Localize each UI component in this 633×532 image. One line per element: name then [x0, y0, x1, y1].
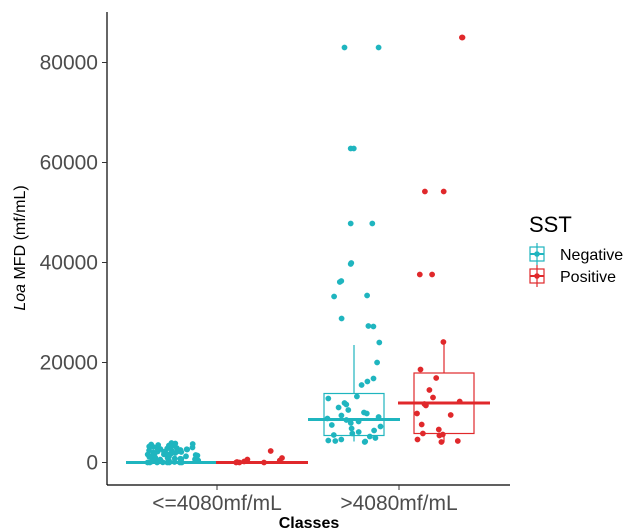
boxplot-positive	[398, 342, 490, 443]
data-point-negative	[348, 425, 355, 432]
data-point-negative	[154, 445, 161, 452]
data-point-negative	[192, 456, 198, 463]
data-point-negative	[335, 404, 342, 411]
data-point-negative	[167, 443, 174, 450]
data-point-negative	[189, 441, 196, 447]
data-point-positive	[430, 394, 436, 401]
data-point-positive	[440, 188, 447, 195]
jitter-points	[144, 34, 466, 466]
boxplots	[126, 342, 490, 464]
data-point-negative	[364, 292, 370, 299]
data-point-negative	[347, 220, 354, 227]
data-point-positive	[422, 188, 428, 195]
data-point-negative	[174, 448, 181, 455]
legend-label-positive: Positive	[560, 269, 616, 286]
data-point-negative	[347, 261, 354, 267]
data-point-positive	[416, 271, 423, 278]
data-point-negative	[341, 44, 348, 51]
box-iqr	[323, 392, 385, 437]
data-point-negative	[361, 439, 368, 445]
data-point-negative	[325, 437, 332, 444]
data-point-positive	[414, 410, 420, 417]
data-point-negative	[338, 315, 345, 322]
data-point-positive	[429, 271, 435, 278]
y-tick-label: 80000	[40, 52, 98, 75]
data-point-negative	[375, 44, 382, 51]
y-axis-title: Loa MFD (mf/mL)	[12, 185, 29, 310]
data-point-negative	[347, 420, 354, 426]
data-point-negative	[377, 423, 384, 430]
data-point-positive	[417, 366, 424, 373]
data-point-positive	[426, 387, 433, 393]
data-point-positive	[454, 438, 461, 444]
x-axis-title: Classes	[279, 515, 340, 532]
boxplot-negative	[126, 461, 218, 464]
data-point-negative	[366, 433, 373, 440]
legend: SST Negative Positive	[529, 212, 623, 287]
data-point-positive	[447, 412, 454, 418]
data-point-positive	[433, 375, 440, 381]
data-point-positive	[414, 436, 421, 443]
data-point-negative	[370, 323, 377, 330]
axes	[106, 12, 510, 486]
x-tick-label: >4080mf/mL	[340, 492, 457, 515]
y-tick-label: 0	[86, 452, 98, 475]
data-point-negative	[146, 453, 153, 460]
data-point-negative	[338, 436, 345, 443]
data-point-positive	[435, 426, 442, 433]
data-point-negative	[355, 429, 362, 435]
y-tick-label: 20000	[40, 352, 98, 375]
legend-key-positive	[529, 265, 545, 287]
data-point-negative	[369, 220, 376, 227]
legend-key-negative	[529, 243, 545, 265]
data-point-negative	[336, 279, 343, 285]
data-point-negative	[325, 395, 332, 402]
data-point-negative	[372, 435, 379, 441]
data-point-positive	[438, 439, 445, 445]
data-point-positive	[267, 448, 274, 454]
data-point-negative	[163, 450, 170, 457]
data-point-negative	[365, 323, 372, 329]
data-point-negative	[354, 393, 360, 400]
x-tick-label: <=4080mf/mL	[152, 492, 282, 515]
data-point-negative	[371, 427, 377, 434]
data-point-negative	[345, 407, 352, 413]
y-axis-title-italic: Loa	[12, 284, 29, 311]
data-point-negative	[374, 359, 380, 366]
data-point-positive	[459, 34, 466, 41]
data-point-negative	[370, 375, 377, 382]
data-point-positive	[418, 421, 425, 428]
data-point-negative	[364, 378, 371, 385]
data-point-negative	[363, 410, 370, 417]
data-point-negative	[358, 382, 365, 388]
data-point-positive	[440, 339, 447, 345]
x-ticks: <=4080mf/mL >4080mf/mL	[152, 485, 458, 515]
data-point-negative	[376, 339, 383, 346]
data-point-negative	[331, 293, 337, 300]
data-point-negative	[343, 401, 350, 408]
y-ticks: 0 20000 40000 60000 80000	[40, 52, 107, 475]
y-tick-label: 60000	[40, 152, 98, 175]
boxplot-positive	[216, 461, 308, 464]
y-axis-title-rest: MFD (mf/mL)	[12, 185, 29, 284]
data-point-negative	[150, 444, 157, 450]
data-point-negative	[328, 422, 335, 428]
legend-label-negative: Negative	[560, 247, 623, 264]
boxplot-negative	[308, 345, 400, 442]
data-point-negative	[332, 438, 339, 444]
legend-title: SST	[529, 212, 572, 237]
data-point-negative	[183, 453, 189, 460]
data-point-negative	[183, 446, 190, 453]
y-tick-label: 40000	[40, 252, 98, 275]
data-point-negative	[338, 412, 345, 419]
data-point-negative	[350, 145, 357, 152]
